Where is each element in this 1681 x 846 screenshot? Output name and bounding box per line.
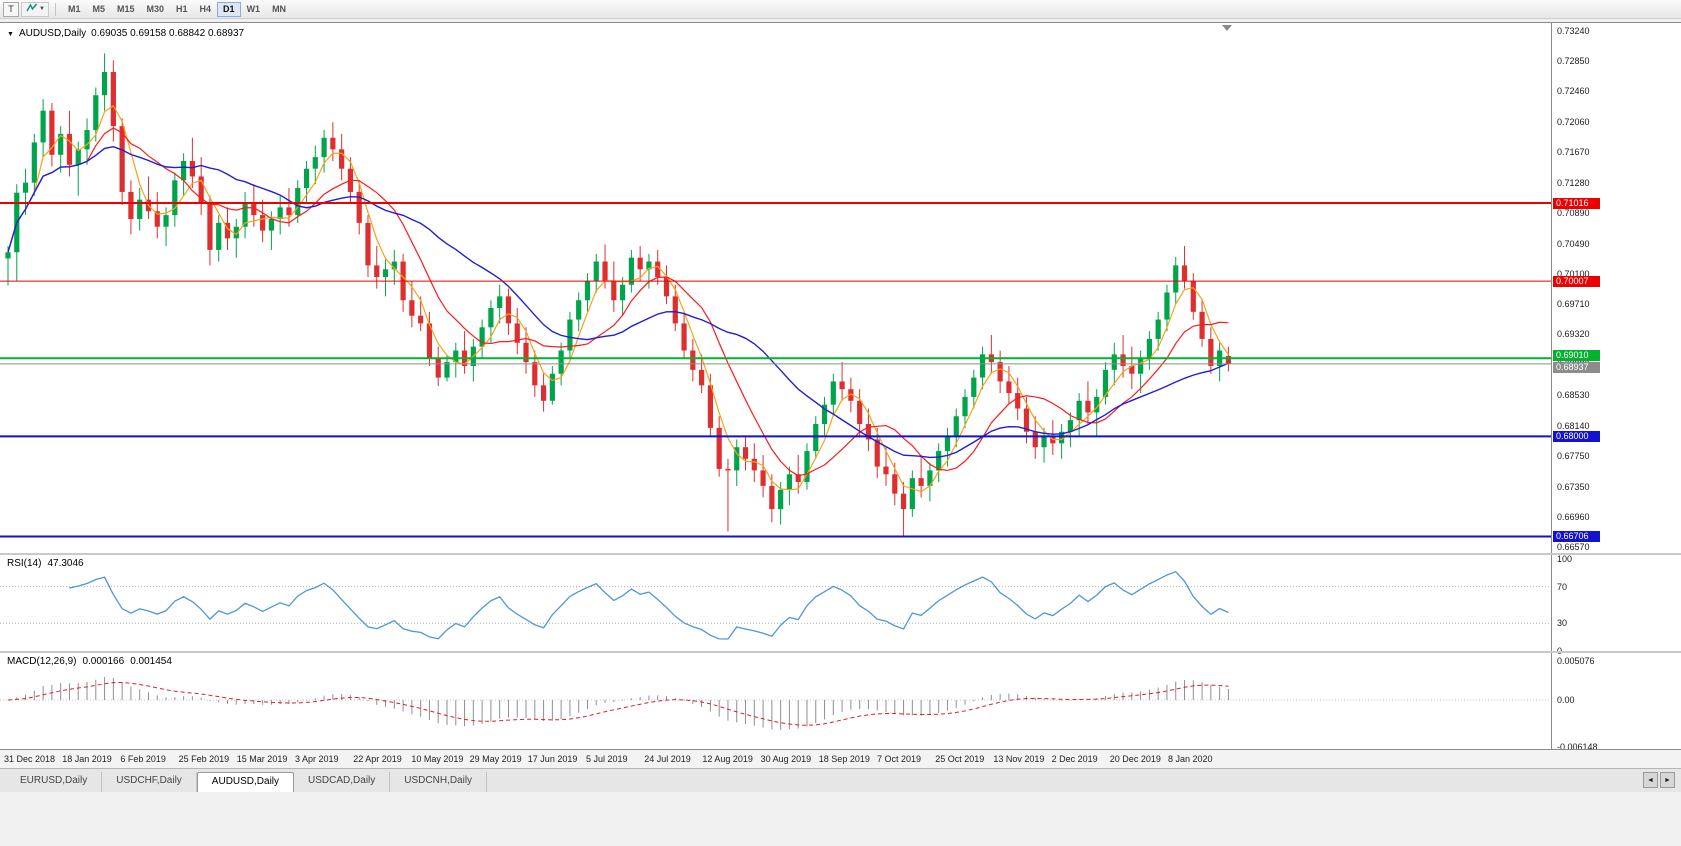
timeframe-button-d1[interactable]: D1	[217, 1, 241, 17]
tab-scroll-left-button[interactable]: ◄	[1643, 772, 1658, 788]
tab-scroll-right-button[interactable]: ►	[1660, 772, 1675, 788]
price-scale-label: 0.71280	[1557, 177, 1590, 188]
main-chart-canvas[interactable]	[0, 22, 1551, 553]
date-axis-label: 12 Aug 2019	[702, 754, 753, 764]
price-scale-label: 0.70490	[1557, 238, 1590, 249]
price-scale-label: 0.68530	[1557, 390, 1590, 401]
price-tag: 0.71016	[1553, 197, 1600, 209]
date-axis-label: 17 Jun 2019	[527, 754, 578, 764]
date-axis-label: 3 Apr 2019	[295, 754, 339, 764]
chart-menu-icon: ▼	[7, 30, 14, 38]
price-scale-label: 0.73240	[1557, 26, 1590, 36]
date-axis-label: 18 Sep 2019	[818, 754, 870, 764]
date-axis-label: 31 Dec 2018	[4, 754, 56, 764]
timeframe-button-w1[interactable]: W1	[241, 2, 267, 17]
rsi-canvas[interactable]	[0, 555, 1551, 651]
price-scale-label: 0.70890	[1557, 207, 1590, 218]
price-scale-label: 0.68140	[1557, 420, 1590, 431]
price-scale-label: 0.71670	[1557, 147, 1590, 158]
price-scale-label: 0.69710	[1557, 299, 1590, 310]
date-axis-label: 6 Feb 2019	[120, 754, 166, 764]
toolbar: T ▼ M1 M5 M15 M30 H1 H4 D1 W1 MN	[0, 0, 1681, 19]
chart-symbol-label: AUDUSD,Daily	[18, 28, 87, 39]
date-axis-label: 15 Mar 2019	[236, 754, 288, 764]
price-scale-label: 0.66960	[1557, 511, 1590, 522]
date-axis-label: 25 Oct 2019	[935, 754, 985, 764]
toolbar-separator	[54, 2, 56, 16]
text-tool-button[interactable]: T	[3, 1, 19, 17]
date-axis-label: 7 Oct 2019	[877, 754, 922, 764]
date-axis-label: 24 Jul 2019	[644, 754, 691, 764]
date-axis-label: 30 Aug 2019	[760, 754, 812, 764]
price-scale-label: 0.67350	[1557, 481, 1590, 492]
price-tag: 0.68937	[1553, 362, 1600, 374]
macd-scale-label: 0.005076	[1557, 656, 1595, 667]
timeframe-button-h1[interactable]: H1	[170, 2, 194, 17]
cursor-tool-icon	[25, 0, 38, 18]
chart-ohlc-values: 0.69035 0.69158 0.68842 0.68937	[91, 28, 245, 39]
date-axis-label: 22 Apr 2019	[353, 754, 402, 764]
symbol-tab-audusd[interactable]: AUDUSD,Daily	[196, 772, 295, 792]
date-axis-label: 8 Jan 2020	[1168, 754, 1213, 764]
tab-scroll-buttons: ◄ ►	[1643, 772, 1675, 788]
price-tag: 0.66706	[1553, 530, 1600, 542]
panel-divider[interactable]	[0, 651, 1681, 653]
symbol-tab-usdchf[interactable]: USDCHF,Daily	[102, 772, 197, 792]
rsi-scale-label: 100	[1557, 554, 1573, 564]
macd-main-value: 0.000166	[82, 656, 125, 667]
timeframe-button-m15[interactable]: M15	[111, 2, 141, 17]
macd-label: MACD(12,26,9)	[7, 656, 77, 667]
panel-divider[interactable]	[0, 553, 1681, 555]
price-tag: 0.69010	[1553, 349, 1600, 361]
rsi-scale-label: 30	[1557, 618, 1568, 629]
macd-header: MACD(12,26,9) 0.000166 0.001454	[7, 656, 172, 667]
timeframe-button-m30[interactable]: M30	[141, 2, 171, 17]
price-tag: 0.70007	[1553, 275, 1600, 287]
symbol-tab-eurusd[interactable]: EURUSD,Daily	[6, 772, 103, 792]
rsi-scale-label: 70	[1557, 581, 1568, 592]
symbol-tab-usdcad[interactable]: USDCAD,Daily	[294, 772, 391, 792]
price-scale-label: 0.66570	[1557, 542, 1590, 552]
date-axis-label: 18 Jan 2019	[62, 754, 112, 764]
price-scale-label: 0.72850	[1557, 56, 1590, 67]
timeframe-button-mn[interactable]: MN	[266, 2, 292, 17]
timeframe-button-m5[interactable]: M5	[86, 2, 111, 17]
timeframe-button-m1[interactable]: M1	[62, 2, 87, 17]
chart-window	[0, 22, 1681, 768]
timeframe-button-group: M1 M5 M15 M30 H1 H4 D1 W1 MN	[62, 1, 292, 17]
chart-title: ▼ AUDUSD,Daily 0.69035 0.69158 0.68842 0…	[7, 28, 244, 39]
chart-tab-bar: EURUSD,Daily USDCHF,Daily AUDUSD,Daily USDC…	[0, 768, 1681, 792]
macd-canvas[interactable]	[0, 653, 1551, 749]
macd-scale-label: 0.00	[1557, 695, 1575, 705]
date-axis[interactable]: 31 Dec 2018 18 Jan 2019 6 Feb 2019 25 Feb 2…	[0, 749, 1681, 768]
price-scale-label: 0.72460	[1557, 86, 1590, 97]
date-axis-label: 5 Jul 2019	[586, 754, 628, 764]
chart-shift-marker	[1222, 25, 1232, 31]
price-scale-label: 0.72060	[1557, 117, 1590, 128]
bottom-filler	[0, 792, 1681, 846]
date-axis-label: 29 May 2019	[469, 754, 522, 764]
date-axis-label: 25 Feb 2019	[178, 754, 230, 764]
date-axis-label: 2 Dec 2019	[1051, 754, 1098, 764]
price-scale-label: 0.70100	[1557, 268, 1590, 279]
macd-scale-label: -0.006148	[1557, 742, 1598, 753]
price-tag: 0.68000	[1553, 430, 1600, 442]
symbol-tab-usdcnh[interactable]: USDCNH,Daily	[390, 772, 488, 792]
date-axis-label: 10 May 2019	[411, 754, 464, 764]
price-scale-label: 0.69320	[1557, 329, 1590, 340]
chevron-down-icon: ▼	[39, 6, 45, 12]
timeframe-button-h4[interactable]: H4	[194, 2, 218, 17]
date-axis-label: 13 Nov 2019	[993, 754, 1045, 764]
rsi-header: RSI(14) 47.3046	[7, 558, 84, 569]
macd-signal-value: 0.001454	[130, 656, 172, 667]
price-scale[interactable]: 0.71016 0.70007 0.69010 0.68937 0.68000 0.667…	[1551, 22, 1681, 753]
price-scale-label: 0.67750	[1557, 450, 1590, 461]
rsi-label: RSI(14)	[7, 558, 42, 569]
date-axis-label: 20 Dec 2019	[1109, 754, 1161, 764]
cursor-tool-dropdown-button[interactable]: ▼	[21, 0, 49, 18]
rsi-value: 47.3046	[47, 558, 84, 569]
